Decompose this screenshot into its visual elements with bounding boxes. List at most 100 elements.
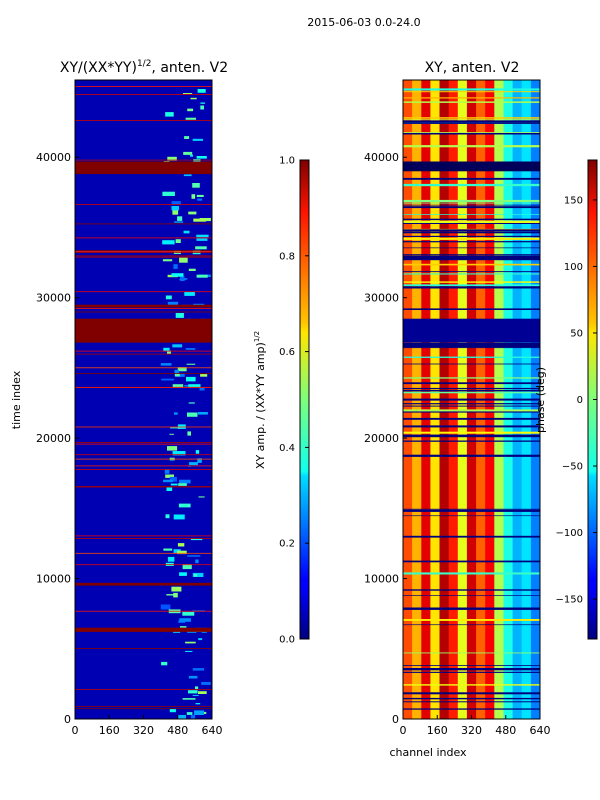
heatmap-amplitude-cell <box>180 276 185 281</box>
panel-amplitude-title-suffix: , anten. V2 <box>151 60 228 76</box>
colorbar-tick-label: −150 <box>556 595 583 606</box>
heatmap-amplitude-cell <box>187 412 198 417</box>
heatmap-amplitude-cell <box>167 301 179 307</box>
heatmap-amplitude-streak <box>75 255 212 257</box>
heatmap-phase-streak <box>403 356 540 358</box>
heatmap-amplitude-cell <box>179 572 187 576</box>
heatmap-amplitude-cell <box>190 97 197 100</box>
heatmap-amplitude-cell <box>165 112 174 117</box>
heatmap-amplitude-cell <box>162 240 175 245</box>
heatmap-amplitude-cell <box>172 384 184 388</box>
heatmap-amplitude-cell <box>161 661 168 666</box>
heatmap-phase-streak <box>403 223 540 224</box>
heatmap-amplitude-streak <box>75 443 212 445</box>
heatmap-amplitude-cell <box>198 638 203 641</box>
heatmap-phase-streak <box>403 247 540 249</box>
heatmap-amplitude-cell <box>193 574 198 577</box>
heatmap-amplitude-streak <box>75 465 212 467</box>
heatmap-phase-streak <box>403 607 540 610</box>
heatmap-phase-streak <box>403 177 540 180</box>
x-tick-label: 480 <box>167 724 188 737</box>
heatmap-phase <box>403 80 540 719</box>
heatmap-phase-streak <box>403 254 540 256</box>
heatmap-amplitude-cell <box>163 479 173 483</box>
heatmap-amplitude-cell <box>185 348 196 350</box>
heatmap-amplitude-cell <box>186 712 193 715</box>
colorbar-tick-label: 1.0 <box>279 156 295 167</box>
heatmap-amplitude-cell <box>197 198 203 201</box>
heatmap-amplitude-cell <box>177 543 185 547</box>
heatmap-phase-streak <box>403 417 540 420</box>
heatmap-amplitude-cell <box>178 715 186 719</box>
heatmap-amplitude-cell <box>185 117 196 120</box>
heatmap-amplitude-streak <box>75 486 212 487</box>
heatmap-amplitude-cell <box>195 450 200 454</box>
colorbar-tick-label: 100 <box>564 262 583 273</box>
heatmap-amplitude-cell <box>200 102 205 104</box>
heatmap-phase-streak <box>403 342 540 346</box>
heatmap-amplitude-band <box>75 161 212 175</box>
heatmap-amplitude-cell <box>188 211 197 215</box>
heatmap-amplitude-cell <box>196 274 208 278</box>
heatmap-amplitude-cell <box>184 278 188 280</box>
heatmap-amplitude-streak <box>75 689 212 690</box>
heatmap-amplitude-streak <box>75 708 212 710</box>
heatmap-amplitude-streak <box>75 256 212 258</box>
heatmap-amplitude-cell <box>185 650 193 652</box>
heatmap-amplitude-cell <box>195 686 199 690</box>
colorbar-tick-label: −50 <box>562 462 583 473</box>
heatmap-phase-streak <box>403 256 540 259</box>
heatmap-amplitude-cell <box>171 273 184 277</box>
heatmap-amplitude-cell <box>188 384 201 388</box>
heatmap-amplitude-cell <box>192 694 199 696</box>
heatmap-phase-streak <box>403 665 540 666</box>
heatmap-phase-streak <box>403 97 540 99</box>
heatmap-amplitude-streak <box>75 564 212 566</box>
heatmap-amplitude-cell <box>162 259 173 262</box>
heatmap-amplitude-cell <box>177 216 183 221</box>
heatmap-phase-streak <box>403 363 540 365</box>
heatmap-amplitude-cell <box>196 194 204 197</box>
x-tick-label: 640 <box>530 724 551 737</box>
heatmap-phase-streak <box>403 231 540 234</box>
y-tick-label: 40000 <box>364 151 399 164</box>
heatmap-amplitude-cell <box>196 156 207 159</box>
heatmap-phase-streak <box>403 431 540 434</box>
heatmap-amplitude-cell <box>188 268 196 271</box>
heatmap-amplitude-cell <box>188 402 195 404</box>
heatmap-amplitude-cell <box>169 476 177 482</box>
heatmap-amplitude-cell <box>190 154 193 157</box>
heatmap-phase-streak <box>403 255 540 257</box>
heatmap-amplitude-cell <box>189 462 198 466</box>
heatmap-amplitude-cell <box>186 363 196 365</box>
heatmap-amplitude-cell <box>198 691 207 694</box>
heatmap-phase-streak <box>403 391 540 394</box>
heatmap-amplitude-cell <box>166 594 177 596</box>
heatmap-amplitude-streak <box>75 706 212 707</box>
heatmap-phase-streak <box>403 218 540 221</box>
colorbar-tick-label: 0.4 <box>279 443 295 454</box>
heatmap-amplitude-cell <box>197 412 208 415</box>
heatmap-phase-streak <box>403 515 540 517</box>
heatmap-amplitude-cell <box>171 201 181 205</box>
heatmap-amplitude-cell <box>163 347 170 352</box>
heatmap-amplitude-cell <box>194 710 204 715</box>
heatmap-amplitude-streak <box>75 387 212 388</box>
heatmap-amplitude-cell <box>186 376 196 382</box>
heatmap-phase-streak <box>403 257 540 261</box>
heatmap-amplitude-cell <box>188 690 198 694</box>
panel-phase: XY, anten. V2 0 160 320 480 640 0 10000 20000 3… <box>364 60 551 759</box>
heatmap-amplitude-cell <box>192 138 203 141</box>
heatmap-amplitude-cell <box>187 108 194 112</box>
y-tick-label: 0 <box>64 713 71 726</box>
heatmap-amplitude-cell <box>166 487 173 491</box>
panel-amplitude-title-sup: 1/2 <box>137 59 151 69</box>
heatmap-phase-streak <box>403 204 540 206</box>
heatmap-amplitude-streak <box>75 308 212 309</box>
heatmap-amplitude-cell <box>193 218 206 222</box>
heatmap-phase-streak <box>403 120 540 123</box>
y-tick-label: 0 <box>392 713 399 726</box>
heatmap-phase-streak <box>403 560 540 563</box>
heatmap-amplitude <box>75 80 212 719</box>
heatmap-amplitude-cell <box>174 412 178 415</box>
